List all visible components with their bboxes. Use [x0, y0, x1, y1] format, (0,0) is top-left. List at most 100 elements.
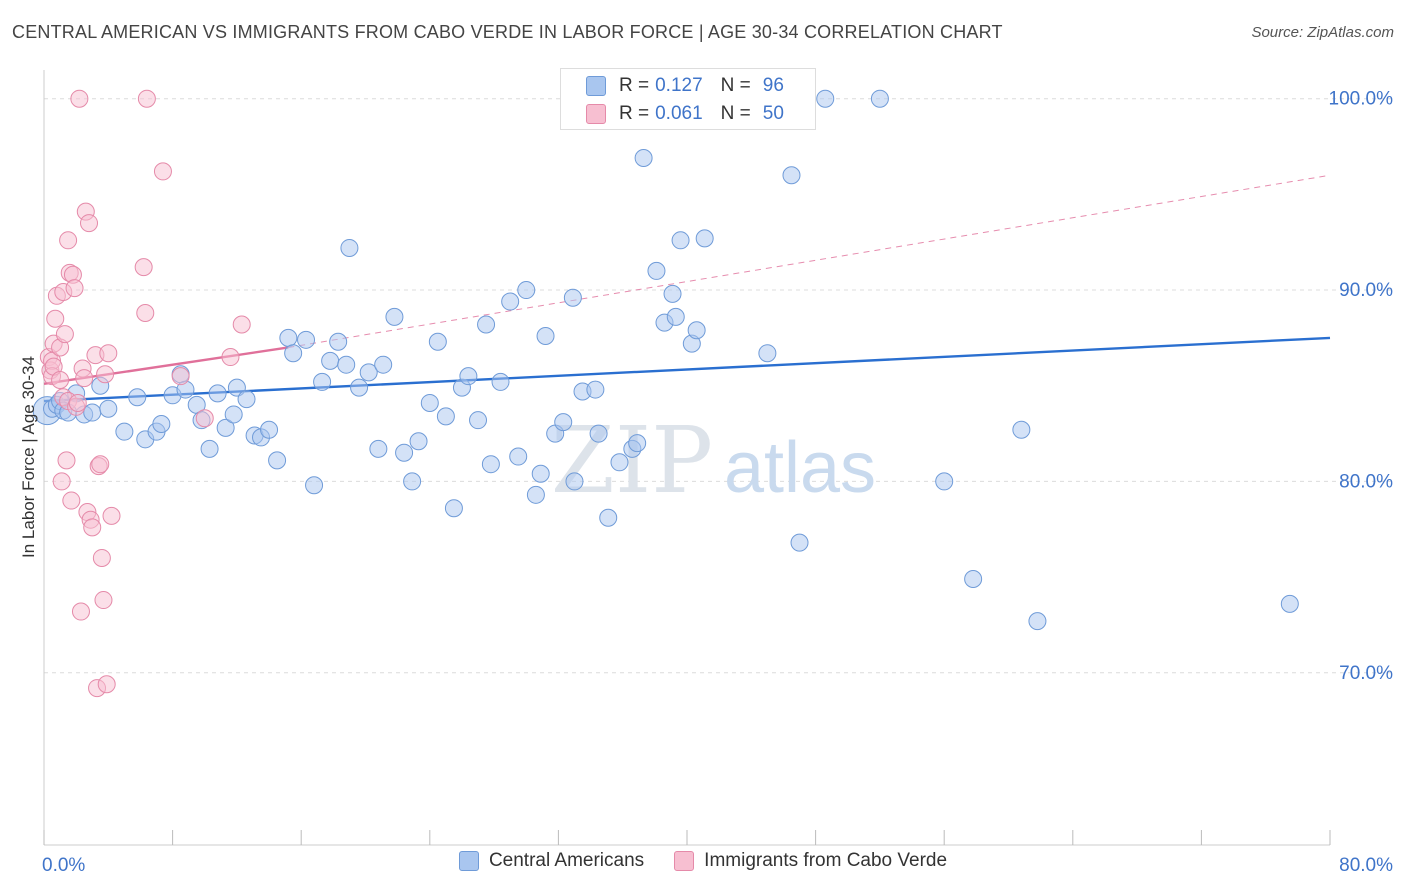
data-point-cabo-verde	[102, 506, 121, 525]
data-point-central-americans	[268, 451, 287, 470]
data-point-central-americans	[586, 380, 605, 399]
trend-line-central-americans	[43, 336, 1331, 403]
legend-swatch-central-americans	[458, 851, 479, 871]
data-point-central-americans	[279, 328, 298, 347]
data-point-central-americans	[481, 455, 500, 474]
data-point-central-americans	[459, 367, 478, 386]
data-point-central-americans	[1028, 612, 1047, 631]
data-point-cabo-verde	[62, 491, 81, 510]
data-point-central-americans	[563, 288, 582, 307]
data-point-central-americans	[385, 307, 404, 326]
data-point-central-americans	[536, 326, 555, 345]
y-tick-label: 70.0%	[1339, 663, 1393, 684]
data-point-central-americans	[260, 420, 279, 439]
data-point-central-americans	[297, 330, 316, 349]
stats-n-label: N =	[720, 75, 751, 96]
stats-r-label: R =	[619, 75, 650, 96]
data-point-central-americans	[420, 393, 439, 412]
data-point-central-americans	[200, 439, 219, 458]
data-point-central-americans	[634, 149, 653, 168]
chart-title: CENTRAL AMERICAN VS IMMIGRANTS FROM CABO…	[12, 22, 1003, 42]
data-point-central-americans	[395, 443, 414, 462]
data-point-central-americans	[350, 378, 369, 397]
data-point-cabo-verde	[92, 548, 111, 567]
data-point-cabo-verde	[136, 304, 155, 323]
data-point-cabo-verde	[46, 309, 65, 328]
data-point-cabo-verde	[96, 365, 115, 384]
data-point-cabo-verde	[94, 591, 113, 610]
data-point-cabo-verde	[195, 409, 214, 428]
data-point-central-americans	[1012, 420, 1031, 439]
legend-item-cabo-verde[interactable]: Immigrants from Cabo Verde	[674, 850, 947, 872]
legend-label-central-americans: Central Americans	[488, 850, 645, 871]
data-point-central-americans	[83, 403, 102, 422]
data-point-central-americans	[531, 464, 550, 483]
stats-legend: R = 0.127 N = 96 R = 0.061 N = 50	[560, 68, 816, 130]
data-point-central-americans	[469, 411, 488, 430]
data-point-cabo-verde	[71, 602, 90, 621]
data-point-central-americans	[610, 453, 629, 472]
data-point-cabo-verde	[57, 451, 76, 470]
data-point-central-americans	[491, 372, 510, 391]
data-point-cabo-verde	[221, 348, 240, 367]
data-point-cabo-verde	[70, 89, 89, 108]
x-tick-label: 0.0%	[42, 855, 85, 876]
data-point-central-americans	[403, 472, 422, 491]
series-legend: Central Americans Immigrants from Cabo V…	[0, 850, 1406, 872]
data-point-central-americans	[208, 384, 227, 403]
data-point-central-americans	[517, 281, 536, 300]
data-point-central-americans	[284, 344, 303, 363]
data-point-central-americans	[565, 472, 584, 491]
data-point-central-americans	[369, 439, 388, 458]
data-point-central-americans	[554, 413, 573, 432]
data-point-central-americans	[237, 390, 256, 409]
data-point-central-americans	[340, 238, 359, 257]
data-point-cabo-verde	[153, 162, 172, 181]
stats-r-value: 0.061	[655, 103, 703, 124]
data-point-central-americans	[671, 231, 690, 250]
x-tick-label: 80.0%	[1339, 855, 1393, 876]
data-point-central-americans	[501, 292, 520, 311]
watermark-atlas: atlas	[724, 428, 876, 508]
data-point-cabo-verde	[55, 325, 74, 344]
data-point-central-americans	[216, 418, 235, 437]
stats-swatch-central-americans	[586, 76, 606, 96]
data-point-central-americans	[816, 89, 835, 108]
data-point-cabo-verde	[68, 393, 87, 412]
stats-swatch-cabo-verde	[586, 104, 606, 124]
data-point-central-americans	[509, 447, 528, 466]
data-point-central-americans	[313, 372, 332, 391]
stats-row-cabo-verde: R = 0.061 N = 50	[586, 100, 784, 128]
source-label: Source: ZipAtlas.com	[1251, 24, 1394, 41]
data-point-central-americans	[329, 332, 348, 351]
data-point-cabo-verde	[52, 472, 71, 491]
data-point-central-americans	[444, 499, 463, 518]
data-point-central-americans	[666, 307, 685, 326]
data-point-cabo-verde	[91, 455, 110, 474]
data-point-central-americans	[477, 315, 496, 334]
data-point-cabo-verde	[51, 371, 70, 389]
data-point-central-americans	[99, 399, 118, 418]
stats-n-value: 50	[762, 103, 784, 124]
data-point-central-americans	[227, 378, 246, 397]
data-point-cabo-verde	[97, 675, 116, 694]
data-point-central-americans	[1280, 594, 1299, 613]
legend-item-central-americans[interactable]: Central Americans	[458, 850, 645, 872]
data-point-central-americans	[374, 355, 393, 374]
y-tick-label: 80.0%	[1339, 471, 1393, 492]
data-point-central-americans	[526, 485, 545, 504]
data-point-central-americans	[321, 351, 340, 370]
data-point-cabo-verde	[137, 89, 156, 108]
data-point-central-americans	[436, 407, 455, 426]
data-point-central-americans	[337, 355, 356, 374]
data-point-central-americans	[782, 166, 801, 185]
data-point-cabo-verde	[59, 231, 78, 250]
stats-n-label: N =	[720, 103, 751, 124]
data-point-cabo-verde	[134, 258, 153, 277]
data-point-central-americans	[758, 344, 777, 363]
data-point-central-americans	[359, 363, 378, 382]
data-point-central-americans	[428, 332, 447, 351]
data-point-central-americans	[589, 424, 608, 443]
data-point-central-americans	[964, 570, 983, 589]
y-tick-label: 100.0%	[1329, 89, 1394, 110]
